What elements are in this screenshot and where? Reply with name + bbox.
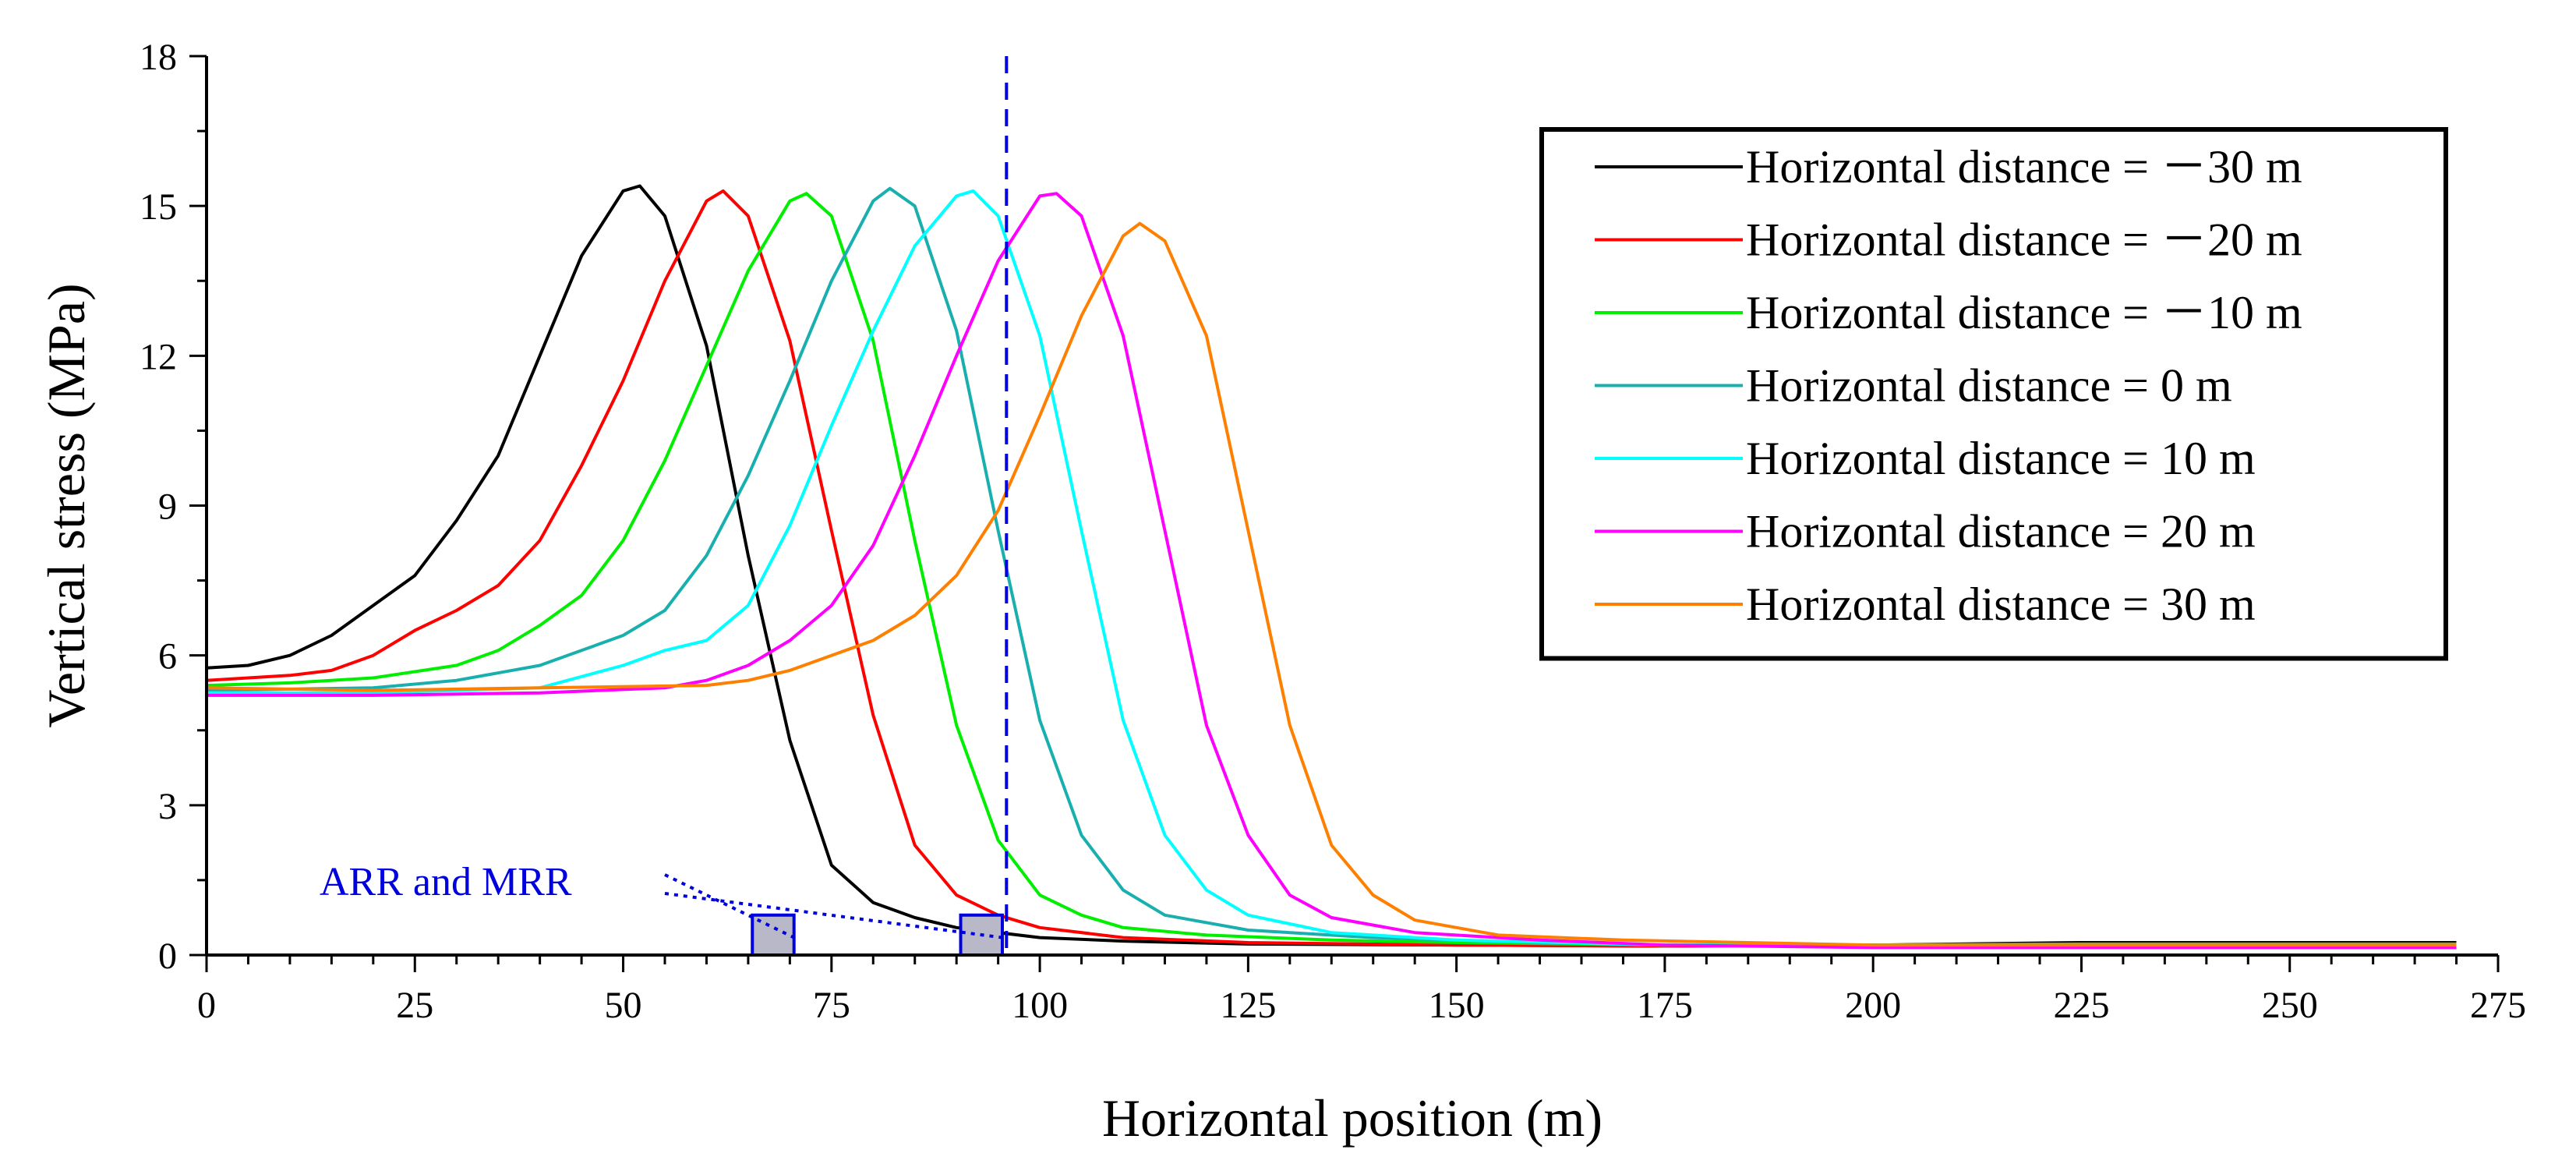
series-line-6 [206, 221, 2457, 947]
series-line-1 [206, 189, 2457, 948]
x-tick-label: 225 [2053, 985, 2109, 1026]
x-tick-label: 100 [1012, 985, 1068, 1026]
legend-box [1539, 127, 2448, 661]
legend-label-5: Horizontal distance = 20 m [1746, 506, 2256, 557]
series-line-5 [207, 192, 2457, 950]
y-tick-label: 15 [140, 186, 177, 228]
highlight-box-0 [751, 913, 796, 957]
legend-label-1: Horizontal distance = －20 m [1746, 214, 2302, 266]
annotation-leader-1 [664, 892, 1003, 939]
annotation-label: ARR and MRR [320, 860, 572, 904]
legend-label-3: Horizontal distance = 0 m [1746, 360, 2232, 412]
x-axis: 0 25 50 75 100 125 150 175 200 225 250 275 [197, 953, 2526, 1026]
annotation-group: ARR and MRR [320, 860, 1003, 939]
y-tick-label: 12 [140, 336, 177, 377]
x-tick-label: 125 [1220, 985, 1276, 1026]
x-axis-title: Horizontal position (m) [1102, 1088, 1602, 1148]
y-tick-label: 18 [140, 37, 177, 78]
x-tick-label: 175 [1637, 985, 1693, 1026]
x-tick-label: 50 [605, 985, 642, 1026]
legend-label-2: Horizontal distance = －10 m [1746, 287, 2302, 338]
y-axis: 0 3 6 9 12 15 18 [140, 37, 208, 977]
annotation-leader-0 [664, 873, 795, 939]
x-tick-label: 0 [197, 985, 216, 1026]
y-tick-label: 6 [158, 636, 177, 677]
y-tick-label: 3 [158, 786, 177, 827]
x-tick-label: 150 [1429, 985, 1485, 1026]
legend-label-6: Horizontal distance = 30 m [1746, 578, 2256, 630]
x-tick-label: 25 [396, 985, 433, 1026]
legend-label-0: Horizontal distance = －30 m [1746, 141, 2302, 193]
legend: Horizontal distance = －30 m Horizontal di… [1539, 127, 2448, 661]
y-tick-label: 0 [158, 936, 177, 977]
legend-label-4: Horizontal distance = 10 m [1746, 433, 2256, 484]
y-tick-label: 9 [158, 486, 177, 528]
x-tick-label: 250 [2262, 985, 2318, 1026]
plot-area [206, 56, 2457, 957]
y-axis-title: Vertical stress (MPa) [37, 283, 96, 727]
x-tick-label: 200 [1845, 985, 1901, 1026]
x-tick-label: 75 [813, 985, 850, 1026]
x-tick-label: 275 [2470, 985, 2526, 1026]
